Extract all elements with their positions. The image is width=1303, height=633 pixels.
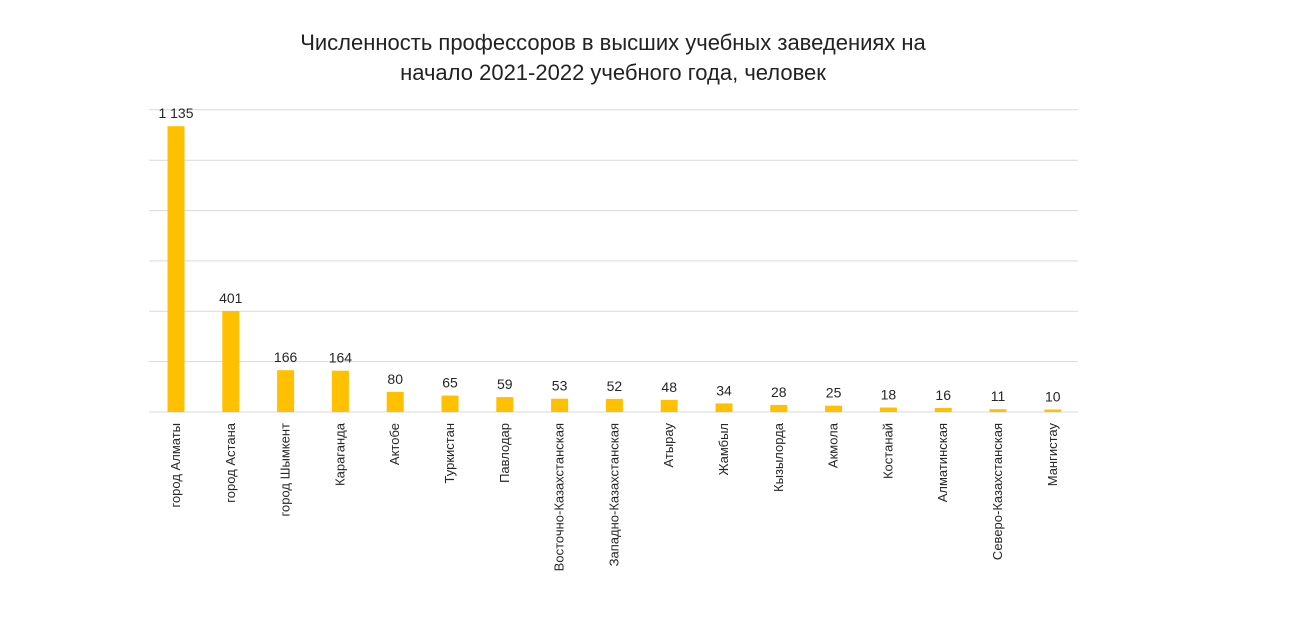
- bars: [167, 126, 1062, 412]
- x-tick-label-12: Кызылорда: [771, 422, 786, 492]
- x-tick-label-9: Западно-Казахстанская: [606, 423, 621, 566]
- x-tick-label-16: Северо-Казахстанская: [990, 423, 1005, 560]
- bar-8: [551, 398, 569, 412]
- x-tick-label-7: Павлодар: [497, 423, 512, 483]
- data-label-5: 80: [387, 371, 403, 387]
- x-tick-label-8: Восточно-Казахстанская: [552, 423, 567, 571]
- bar-17: [1044, 409, 1062, 412]
- bar-15: [934, 408, 952, 412]
- bar-2: [222, 311, 240, 412]
- x-tick-label-10: Атырау: [661, 423, 676, 468]
- bar-10: [660, 399, 678, 412]
- bar-9: [605, 398, 623, 412]
- data-label-12: 28: [771, 384, 787, 400]
- data-label-14: 18: [881, 387, 897, 403]
- x-tick-label-15: Алматинская: [935, 423, 950, 502]
- bar-11: [715, 403, 733, 412]
- data-label-2: 401: [219, 290, 243, 306]
- bar-6: [441, 395, 459, 412]
- x-tick-label-2: город Астана: [223, 422, 238, 502]
- x-tick-label-14: Костанай: [880, 423, 895, 479]
- data-labels: 1 135 401 166 164 80 65 59 53 52 48 34 28 25 18 16 11 10: [158, 105, 1060, 404]
- data-label-1: 1 135: [158, 105, 193, 121]
- data-label-15: 16: [935, 387, 951, 403]
- data-label-10: 48: [661, 379, 677, 395]
- bar-4: [331, 370, 349, 412]
- bar-13: [825, 405, 843, 412]
- chart-title-line-1: Численность профессоров в высших учебных…: [300, 30, 926, 55]
- bar-14: [879, 407, 897, 412]
- x-tick-label-4: Караганда: [332, 422, 347, 486]
- bar-1: [167, 126, 185, 412]
- data-label-6: 65: [442, 375, 458, 391]
- bar-5: [386, 391, 404, 412]
- x-tick-label-3: город Шымкент: [278, 423, 293, 516]
- data-label-7: 59: [497, 376, 513, 392]
- data-label-13: 25: [826, 385, 842, 401]
- x-tick-label-13: Акмола: [826, 422, 841, 468]
- x-tick-label-6: Туркистан: [442, 423, 457, 483]
- data-label-8: 53: [552, 378, 568, 394]
- data-label-9: 52: [607, 378, 623, 394]
- x-tick-label-17: Мангистау: [1045, 423, 1060, 487]
- x-tick-label-5: Актобе: [387, 423, 402, 465]
- x-tick-labels: город Алматы город Астана город Шымкент Кар…: [168, 422, 1060, 571]
- x-tick-label-1: город Алматы: [168, 423, 183, 508]
- data-label-16: 11: [991, 388, 1006, 404]
- bar-7: [496, 397, 514, 412]
- gridlines: [149, 109, 1078, 413]
- data-label-11: 34: [716, 382, 732, 398]
- data-label-17: 10: [1045, 389, 1061, 405]
- bar-16: [989, 409, 1007, 412]
- bar-12: [770, 404, 788, 412]
- bar-3: [277, 370, 295, 412]
- chart-title: Численность профессоров в высших учебных…: [0, 28, 1226, 88]
- data-label-4: 164: [329, 350, 353, 366]
- chart-title-line-2: начало 2021-2022 учебного года, человек: [400, 60, 826, 85]
- x-tick-label-11: Жамбыл: [716, 423, 731, 476]
- data-label-3: 166: [274, 349, 298, 365]
